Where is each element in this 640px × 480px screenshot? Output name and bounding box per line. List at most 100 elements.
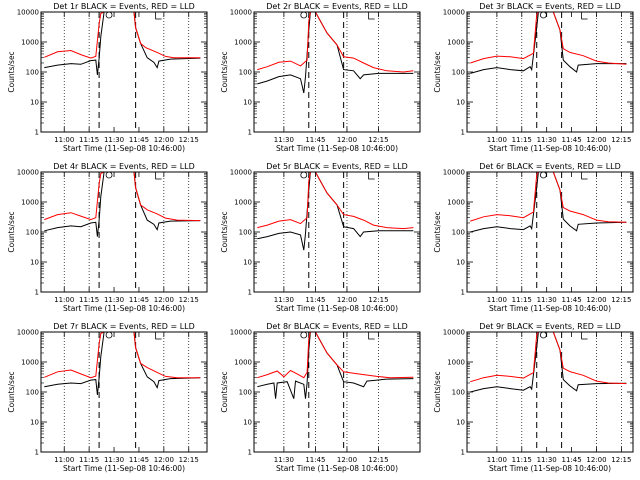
y-tick-label: 10000 (17, 329, 39, 337)
detector-panel-8: Det 8r BLACK = Events, RED = LLD 1 10 100 10… (213, 320, 426, 480)
y-tick-label: 1000 (447, 39, 465, 47)
peak-circle-marker (105, 11, 113, 19)
x-tick-label: 11:45 (129, 296, 149, 304)
bracket-marker (581, 332, 588, 340)
bracket-marker (581, 172, 588, 180)
y-tick-label: 100 (452, 229, 465, 237)
y-tick-label: 10 (30, 419, 39, 427)
x-tick-label: 11:15 (512, 136, 532, 144)
y-tick-label: 10000 (443, 329, 465, 337)
y-axis-label: Counts/sec (7, 211, 16, 252)
y-tick-label: 100 (452, 389, 465, 397)
peak-circle-marker (300, 11, 308, 19)
y-tick-label: 1000 (234, 359, 252, 367)
y-axis-label: Counts/sec (7, 371, 16, 412)
y-tick-label: 10000 (17, 9, 39, 17)
lld-series-line (257, 332, 414, 379)
y-axis-label: Counts/sec (433, 211, 442, 252)
events-series-line (257, 172, 414, 251)
chart-svg: Det 3r BLACK = Events, RED = LLD 1 10 100 10… (433, 2, 634, 153)
y-tick-label: 100 (239, 229, 252, 237)
chart-title: Det 6r BLACK = Events, RED = LLD (479, 162, 621, 171)
x-tick-label: 11:15 (512, 296, 532, 304)
lld-series-line (44, 332, 201, 379)
peak-circle-marker (300, 331, 308, 339)
detector-panel-7: Det 7r BLACK = Events, RED = LLD 1 10 100 10… (0, 320, 213, 480)
y-tick-label: 10000 (443, 169, 465, 177)
x-tick-label: 11:00 (54, 456, 74, 464)
x-tick-label: 11:15 (79, 136, 99, 144)
x-axis-label: Start Time (11-Sep-08 10:46:00) (489, 144, 611, 153)
x-axis-label: Start Time (11-Sep-08 10:46:00) (63, 304, 185, 313)
plot-frame (40, 331, 208, 453)
plot-frame (466, 331, 634, 453)
y-tick-label: 1000 (21, 39, 39, 47)
chart-title: Det 1r BLACK = Events, RED = LLD (53, 2, 195, 11)
x-tick-label: 11:45 (561, 296, 581, 304)
y-tick-label: 1 (248, 129, 252, 137)
events-series-line (470, 172, 627, 233)
y-tick-label: 1 (461, 129, 465, 137)
plot-frame (253, 171, 421, 293)
x-tick-label: 11:30 (274, 296, 294, 304)
chart-title: Det 7r BLACK = Events, RED = LLD (53, 322, 195, 331)
y-tick-label: 10000 (230, 329, 252, 337)
y-tick-label: 10 (456, 419, 465, 427)
chart-svg: Det 5r BLACK = Events, RED = LLD 1 10 100 10… (220, 162, 421, 313)
peak-circle-marker (105, 171, 113, 179)
events-series-line (257, 332, 414, 399)
x-tick-label: 11:15 (512, 456, 532, 464)
y-tick-label: 1 (35, 449, 39, 457)
x-tick-label: 12:00 (586, 296, 606, 304)
x-tick-label: 12:00 (337, 456, 357, 464)
chart-svg: Det 4r BLACK = Events, RED = LLD 1 10 100 10… (7, 162, 208, 313)
x-tick-label: 12:15 (368, 296, 388, 304)
y-axis-label: Counts/sec (220, 371, 229, 412)
x-tick-label: 12:15 (179, 296, 199, 304)
y-tick-label: 10000 (443, 9, 465, 17)
x-tick-label: 11:15 (79, 456, 99, 464)
chart-svg: Det 1r BLACK = Events, RED = LLD 1 10 100 10… (7, 2, 208, 153)
detector-panel-4: Det 4r BLACK = Events, RED = LLD 1 10 100 10… (0, 160, 213, 320)
chart-title: Det 4r BLACK = Events, RED = LLD (53, 162, 195, 171)
y-axis-label: Counts/sec (433, 51, 442, 92)
y-axis-label: Counts/sec (220, 51, 229, 92)
x-tick-label: 11:45 (305, 296, 325, 304)
x-tick-label: 12:00 (154, 136, 174, 144)
peak-circle-marker (539, 331, 547, 339)
plot-frame (253, 331, 421, 453)
peak-circle-marker (300, 171, 308, 179)
chart-svg: Det 8r BLACK = Events, RED = LLD 1 10 100 10… (220, 322, 421, 473)
chart-title: Det 9r BLACK = Events, RED = LLD (479, 322, 621, 331)
x-tick-label: 11:30 (537, 296, 557, 304)
chart-svg: Det 6r BLACK = Events, RED = LLD 1 10 100 10… (433, 162, 634, 313)
bracket-marker (155, 172, 162, 180)
x-tick-label: 11:00 (54, 136, 74, 144)
y-tick-label: 10 (243, 259, 252, 267)
x-axis-label: Start Time (11-Sep-08 10:46:00) (276, 464, 398, 473)
y-tick-label: 100 (239, 389, 252, 397)
events-series-line (257, 12, 414, 94)
bracket-marker (581, 12, 588, 20)
x-tick-label: 12:00 (586, 136, 606, 144)
peak-circle-marker (539, 171, 547, 179)
y-tick-label: 10 (243, 419, 252, 427)
lld-series-line (470, 172, 627, 223)
chart-title: Det 8r BLACK = Events, RED = LLD (266, 322, 408, 331)
peak-circle-marker (105, 331, 113, 339)
lld-series-line (257, 12, 414, 73)
y-tick-label: 10000 (17, 169, 39, 177)
y-tick-label: 1 (461, 449, 465, 457)
bracket-marker (368, 12, 375, 20)
x-tick-label: 11:45 (561, 456, 581, 464)
x-tick-label: 12:15 (611, 296, 631, 304)
lld-series-line (470, 12, 627, 65)
x-tick-label: 11:45 (305, 136, 325, 144)
detector-panel-2: Det 2r BLACK = Events, RED = LLD 1 10 100 10… (213, 0, 426, 160)
y-tick-label: 1 (248, 449, 252, 457)
y-tick-label: 100 (26, 229, 39, 237)
plot-frame (466, 171, 634, 293)
peak-circle-marker (539, 11, 547, 19)
x-tick-label: 11:30 (104, 296, 124, 304)
